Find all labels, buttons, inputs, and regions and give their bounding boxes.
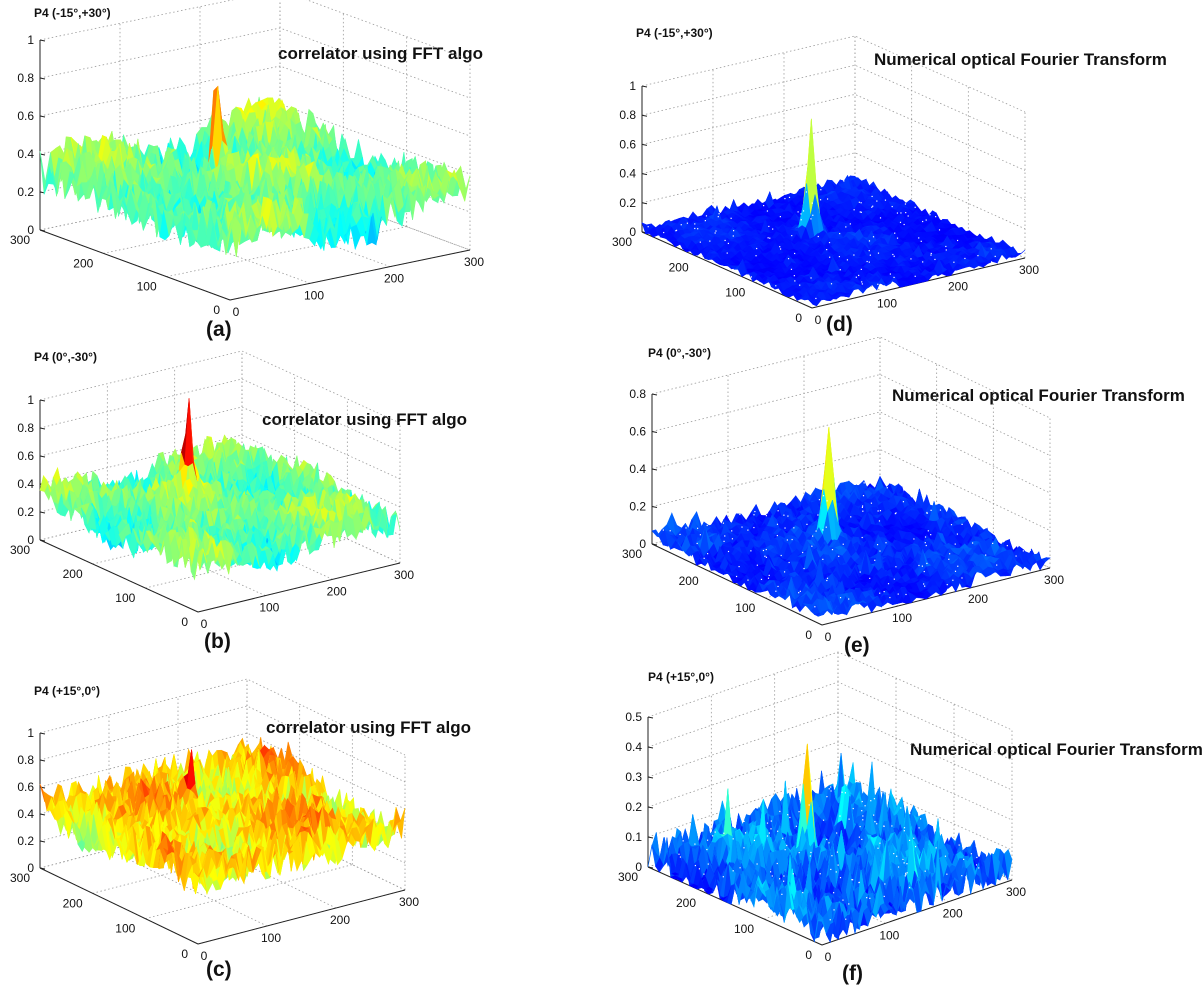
z-tick-label: 0.4 bbox=[17, 477, 34, 491]
y-axis bbox=[39, 867, 199, 945]
z-tick-mark bbox=[39, 399, 46, 402]
x-axis bbox=[229, 249, 471, 301]
grid-line bbox=[39, 65, 471, 137]
panel-title: P4 (0°,-30°) bbox=[34, 350, 97, 364]
y-tick-label: 0 bbox=[181, 947, 188, 961]
series-label: correlator using FFT algo bbox=[262, 410, 467, 429]
panel-title: P4 (+15°,0°) bbox=[34, 684, 100, 698]
y-tick-label: 200 bbox=[73, 256, 93, 270]
x-tick-label: 0 bbox=[233, 305, 240, 319]
series-label: correlator using FFT algo bbox=[278, 44, 483, 63]
z-tick-label: 1 bbox=[27, 726, 34, 740]
z-tick-label: 1 bbox=[27, 393, 34, 407]
y-tick-label: 300 bbox=[10, 543, 30, 557]
surface-facet bbox=[194, 548, 203, 580]
y-axis bbox=[39, 539, 199, 613]
z-tick-mark bbox=[39, 153, 46, 156]
z-tick-label: 0.8 bbox=[17, 71, 34, 85]
z-tick-label: 0.4 bbox=[17, 147, 34, 161]
panel-caption: (b) bbox=[204, 630, 231, 653]
z-tick-mark bbox=[39, 867, 46, 870]
y-axis bbox=[39, 229, 231, 301]
surface-mesh bbox=[39, 85, 471, 257]
y-tick-label: 100 bbox=[115, 591, 135, 605]
z-tick-mark bbox=[39, 539, 46, 542]
panel-c: P4 (+15°,0°) correlator using FFT algo 0… bbox=[0, 670, 560, 990]
z-tick-mark bbox=[39, 229, 46, 232]
x-tick-label: 100 bbox=[304, 288, 324, 302]
surface-mesh bbox=[39, 398, 401, 581]
x-tick-label: 0 bbox=[201, 617, 208, 631]
y-tick-label: 300 bbox=[10, 871, 30, 885]
grid-line bbox=[246, 813, 406, 891]
z-tick-label: 0 bbox=[27, 533, 34, 547]
axes-box bbox=[39, 678, 406, 945]
grid-line bbox=[39, 0, 471, 61]
y-tick-label: 300 bbox=[10, 233, 30, 247]
z-tick-mark bbox=[39, 813, 46, 816]
grid-line bbox=[39, 350, 401, 424]
z-tick-label: 0.2 bbox=[17, 185, 34, 199]
y-tick-label: 100 bbox=[137, 280, 157, 294]
z-tick-label: 0.6 bbox=[17, 109, 34, 123]
z-tick-label: 0.2 bbox=[17, 505, 34, 519]
z-tick-mark bbox=[39, 840, 46, 843]
panel-title: P4 (-15°,+30°) bbox=[34, 6, 111, 20]
x-tick-label: 300 bbox=[464, 255, 484, 269]
grid-line bbox=[39, 678, 406, 756]
surface-mesh bbox=[39, 736, 406, 895]
x-tick-label: 100 bbox=[261, 931, 281, 945]
x-tick-label: 200 bbox=[327, 584, 347, 598]
z-tick-label: 0.8 bbox=[17, 753, 34, 767]
grid-line bbox=[39, 27, 471, 99]
z-tick-mark bbox=[39, 759, 46, 762]
panel-a: P4 (-15°,+30°) correlator using FFT algo… bbox=[0, 0, 560, 341]
z-tick-label: 1 bbox=[27, 33, 34, 47]
z-tick-label: 0.6 bbox=[17, 780, 34, 794]
x-tick-label: 200 bbox=[384, 272, 404, 286]
z-tick-label: 0.6 bbox=[17, 449, 34, 463]
z-tick-label: 0.8 bbox=[17, 421, 34, 435]
z-tick-mark bbox=[39, 511, 46, 514]
x-tick-label: 300 bbox=[399, 895, 419, 909]
z-tick-label: 0 bbox=[27, 223, 34, 237]
z-tick-label: 0.4 bbox=[17, 807, 34, 821]
x-tick-label: 100 bbox=[259, 601, 279, 615]
y-tick-label: 0 bbox=[213, 303, 220, 317]
z-tick-label: 0 bbox=[27, 861, 34, 875]
x-tick-label: 300 bbox=[394, 568, 414, 582]
panel-b: P4 (0°,-30°) correlator using FFT algo 0… bbox=[0, 340, 560, 660]
y-tick-label: 200 bbox=[63, 896, 83, 910]
z-tick-mark bbox=[39, 39, 46, 42]
grid-line bbox=[108, 849, 268, 927]
z-tick-mark bbox=[39, 115, 46, 118]
panel-caption: (a) bbox=[206, 318, 232, 341]
z-tick-label: 0.2 bbox=[17, 834, 34, 848]
x-tick-label: 0 bbox=[201, 949, 208, 963]
y-tick-label: 200 bbox=[63, 567, 83, 581]
grid-line bbox=[177, 831, 337, 909]
z-tick-mark bbox=[39, 77, 46, 80]
y-tick-label: 0 bbox=[181, 615, 188, 629]
x-tick-label: 200 bbox=[330, 913, 350, 927]
series-label: correlator using FFT algo bbox=[266, 718, 471, 737]
z-tick-mark bbox=[39, 732, 46, 735]
x-axis bbox=[197, 889, 406, 945]
z-tick-mark bbox=[39, 455, 46, 458]
x-axis bbox=[197, 562, 401, 613]
y-tick-label: 100 bbox=[115, 922, 135, 936]
surface-facet bbox=[225, 216, 236, 255]
z-tick-mark bbox=[39, 427, 46, 430]
